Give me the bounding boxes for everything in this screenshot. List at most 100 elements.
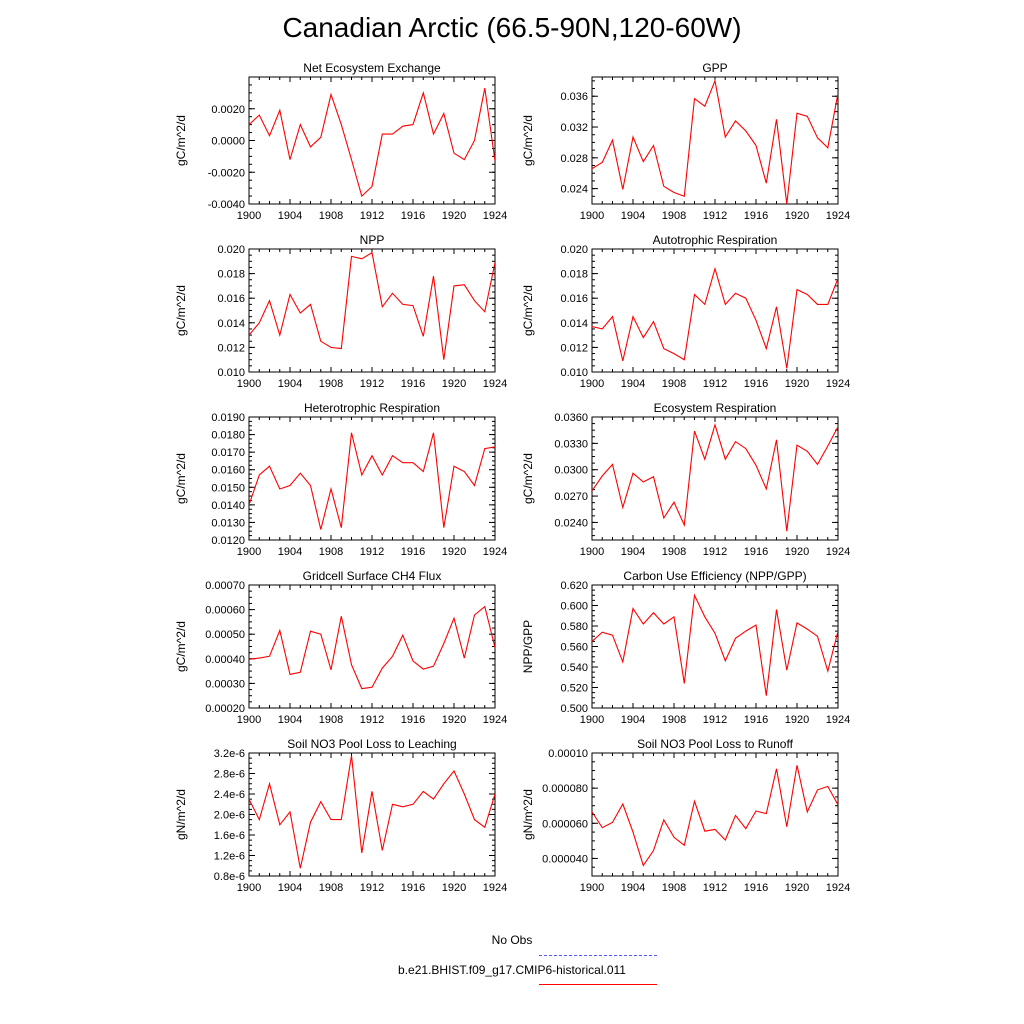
y-tick-label: 0.024 — [560, 184, 588, 196]
y-tick-label: 0.016 — [217, 293, 245, 305]
y-tick-label: 0.032 — [560, 122, 588, 134]
y-tick-label: 0.600 — [560, 601, 588, 613]
plot-frame — [591, 752, 839, 877]
y-tick-label: 0.0300 — [554, 465, 588, 477]
x-tick-label: 1912 — [703, 210, 727, 222]
y-axis-label: gC/m^2/d — [521, 285, 535, 336]
panel-title: Carbon Use Efficiency (NPP/GPP) — [623, 569, 806, 583]
x-tick-label: 1916 — [744, 714, 768, 726]
y-axis-label: gC/m^2/d — [174, 453, 188, 504]
y-tick-label: 0.010 — [560, 367, 588, 379]
panel-title: NPP — [360, 233, 385, 247]
y-tick-label: 0.00010 — [548, 748, 588, 760]
y-tick-label: 0.0140 — [211, 500, 245, 512]
y-tick-label: 0.0190 — [211, 412, 245, 424]
panel-title: Heterotrophic Respiration — [304, 401, 440, 415]
y-tick-label: 0.010 — [217, 367, 245, 379]
x-tick-label: 1904 — [278, 714, 302, 726]
y-tick-label: 0.0160 — [211, 465, 245, 477]
chart-panel: 1900 1904 1908 1912 1916 1920 1924 0.0120 0.0130… — [174, 401, 507, 558]
x-tick-label: 1908 — [662, 882, 686, 894]
plot-frame — [591, 584, 839, 709]
series-line — [249, 755, 495, 869]
x-tick-label: 1920 — [785, 546, 809, 558]
y-tick-label: 2.8e-6 — [214, 769, 245, 781]
y-tick-label: 0.8e-6 — [214, 871, 245, 883]
x-tick-label: 1920 — [442, 714, 466, 726]
plot-frame — [248, 416, 496, 541]
y-tick-label: 0.00060 — [205, 605, 245, 617]
series-line — [249, 605, 495, 690]
y-axis-label: NPP/GPP — [521, 620, 535, 673]
y-tick-label: 0.00040 — [205, 654, 245, 666]
x-tick-label: 1912 — [360, 210, 384, 222]
y-tick-label: 0.0130 — [211, 517, 245, 529]
x-tick-label: 1916 — [401, 882, 425, 894]
x-tick-label: 1908 — [662, 546, 686, 558]
x-tick-label: 1900 — [237, 210, 261, 222]
y-tick-label: 0.00020 — [205, 703, 245, 715]
y-tick-label: 0.580 — [560, 621, 588, 633]
x-tick-label: 1908 — [319, 546, 343, 558]
x-tick-label: 1924 — [826, 714, 850, 726]
x-tick-label: 1924 — [826, 882, 850, 894]
y-tick-label: 0.036 — [560, 91, 588, 103]
x-tick-label: 1904 — [278, 546, 302, 558]
y-tick-label: 0.028 — [560, 153, 588, 165]
x-tick-label: 1900 — [580, 378, 604, 390]
y-tick-label: 0.020 — [560, 244, 588, 256]
figure-title: Canadian Arctic (66.5-90N,120-60W) — [282, 12, 742, 43]
x-tick-label: 1904 — [278, 210, 302, 222]
chart-panel: 1900 1904 1908 1912 1916 1920 1924 0.00020 0.000… — [174, 569, 507, 726]
x-tick-label: 1924 — [483, 546, 507, 558]
chart-panel: 1900 1904 1908 1912 1916 1920 1924 0.0240 0.0270… — [521, 401, 850, 558]
y-tick-label: 3.2e-6 — [214, 748, 245, 760]
x-tick-label: 1920 — [442, 378, 466, 390]
x-tick-label: 1916 — [401, 210, 425, 222]
panel-title: Soil NO3 Pool Loss to Leaching — [287, 737, 456, 751]
x-tick-label: 1912 — [703, 546, 727, 558]
y-tick-label: 0.018 — [217, 269, 245, 281]
x-tick-label: 1900 — [580, 210, 604, 222]
y-axis-label: gN/m^2/d — [174, 789, 188, 840]
y-tick-label: -0.0040 — [208, 199, 245, 211]
series-line — [592, 78, 838, 204]
x-tick-label: 1924 — [483, 714, 507, 726]
x-tick-label: 1912 — [703, 714, 727, 726]
chart-panel: 1900 1904 1908 1912 1916 1920 1924 0.024 0.028 0.… — [521, 61, 850, 222]
x-tick-label: 1912 — [703, 378, 727, 390]
y-tick-label: 0.00050 — [205, 629, 245, 641]
y-axis-label: gN/m^2/d — [521, 789, 535, 840]
y-axis-label: gC/m^2/d — [174, 621, 188, 672]
x-tick-label: 1916 — [744, 882, 768, 894]
legend-obs-line — [539, 955, 657, 956]
panel-title: Soil NO3 Pool Loss to Runoff — [637, 737, 794, 751]
x-tick-label: 1904 — [621, 378, 645, 390]
y-tick-label: 0.0360 — [554, 412, 588, 424]
x-tick-label: 1924 — [483, 210, 507, 222]
x-tick-label: 1900 — [237, 546, 261, 558]
x-tick-label: 1904 — [278, 378, 302, 390]
series-line — [592, 422, 838, 532]
y-tick-label: 0.00030 — [205, 678, 245, 690]
x-tick-label: 1920 — [785, 882, 809, 894]
y-tick-label: 0.520 — [560, 683, 588, 695]
x-tick-label: 1920 — [785, 210, 809, 222]
y-tick-label: 1.6e-6 — [214, 830, 245, 842]
x-tick-label: 1908 — [319, 714, 343, 726]
plot-frame — [248, 584, 496, 709]
legend-model-line — [539, 984, 657, 985]
x-tick-label: 1920 — [785, 378, 809, 390]
y-tick-label: 0.0000 — [211, 136, 245, 148]
x-tick-label: 1916 — [401, 378, 425, 390]
x-tick-label: 1912 — [360, 882, 384, 894]
x-tick-label: 1900 — [237, 714, 261, 726]
y-tick-label: 0.014 — [560, 318, 588, 330]
chart-panel: 1900 1904 1908 1912 1916 1920 1924 -0.0040 -0.00… — [174, 61, 507, 222]
y-tick-label: 0.0270 — [554, 491, 588, 503]
series-line — [249, 432, 495, 530]
x-tick-label: 1920 — [785, 714, 809, 726]
x-tick-label: 1904 — [278, 882, 302, 894]
